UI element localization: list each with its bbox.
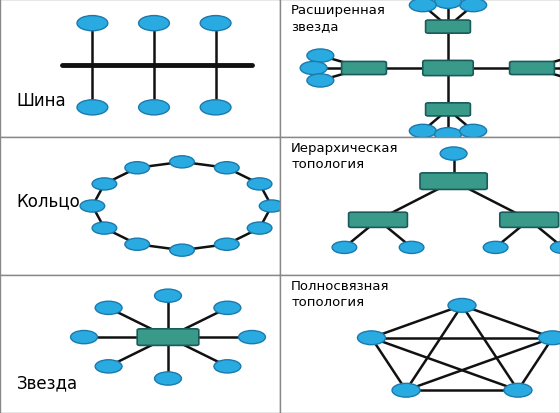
Circle shape [357, 331, 385, 345]
Circle shape [214, 162, 239, 174]
Circle shape [550, 242, 560, 254]
Circle shape [409, 125, 436, 138]
Circle shape [200, 17, 231, 32]
Circle shape [435, 0, 461, 9]
FancyBboxPatch shape [348, 213, 407, 228]
FancyBboxPatch shape [426, 104, 470, 116]
FancyBboxPatch shape [426, 21, 470, 34]
Text: Расширенная
звезда: Расширенная звезда [291, 4, 386, 33]
FancyBboxPatch shape [423, 61, 473, 76]
Circle shape [332, 242, 357, 254]
Circle shape [95, 301, 122, 315]
Circle shape [155, 372, 181, 385]
Text: Звезда: Звезда [17, 373, 78, 391]
Circle shape [539, 331, 560, 345]
Circle shape [155, 290, 181, 303]
Circle shape [239, 331, 265, 344]
Text: Иерархическая
топология: Иерархическая топология [291, 142, 399, 171]
Circle shape [259, 200, 284, 213]
Circle shape [92, 223, 116, 235]
Circle shape [71, 331, 97, 344]
Circle shape [214, 239, 239, 251]
Circle shape [248, 223, 272, 235]
Text: Кольцо: Кольцо [17, 192, 81, 210]
Circle shape [77, 100, 108, 116]
Circle shape [392, 383, 420, 397]
Circle shape [307, 75, 334, 88]
Circle shape [460, 0, 487, 13]
FancyBboxPatch shape [510, 62, 554, 75]
Circle shape [200, 100, 231, 116]
Circle shape [300, 62, 327, 76]
FancyBboxPatch shape [500, 213, 559, 228]
Circle shape [92, 178, 116, 190]
Circle shape [138, 17, 169, 32]
Circle shape [248, 178, 272, 190]
Circle shape [95, 360, 122, 373]
Circle shape [483, 242, 508, 254]
Circle shape [138, 100, 169, 116]
Circle shape [307, 50, 334, 63]
FancyBboxPatch shape [342, 62, 386, 75]
Circle shape [448, 299, 476, 313]
FancyBboxPatch shape [420, 173, 487, 190]
Circle shape [440, 147, 467, 161]
Text: Полносвязная
топология: Полносвязная топология [291, 280, 390, 309]
Circle shape [125, 239, 150, 251]
Circle shape [170, 244, 194, 256]
Circle shape [399, 242, 424, 254]
Circle shape [125, 162, 150, 174]
Circle shape [504, 383, 532, 397]
Circle shape [80, 200, 105, 213]
Circle shape [460, 125, 487, 138]
Text: Шина: Шина [17, 92, 67, 110]
Circle shape [214, 301, 241, 315]
Circle shape [214, 360, 241, 373]
Circle shape [409, 0, 436, 13]
Circle shape [435, 128, 461, 142]
Circle shape [170, 157, 194, 169]
Circle shape [77, 17, 108, 32]
FancyBboxPatch shape [137, 329, 199, 346]
